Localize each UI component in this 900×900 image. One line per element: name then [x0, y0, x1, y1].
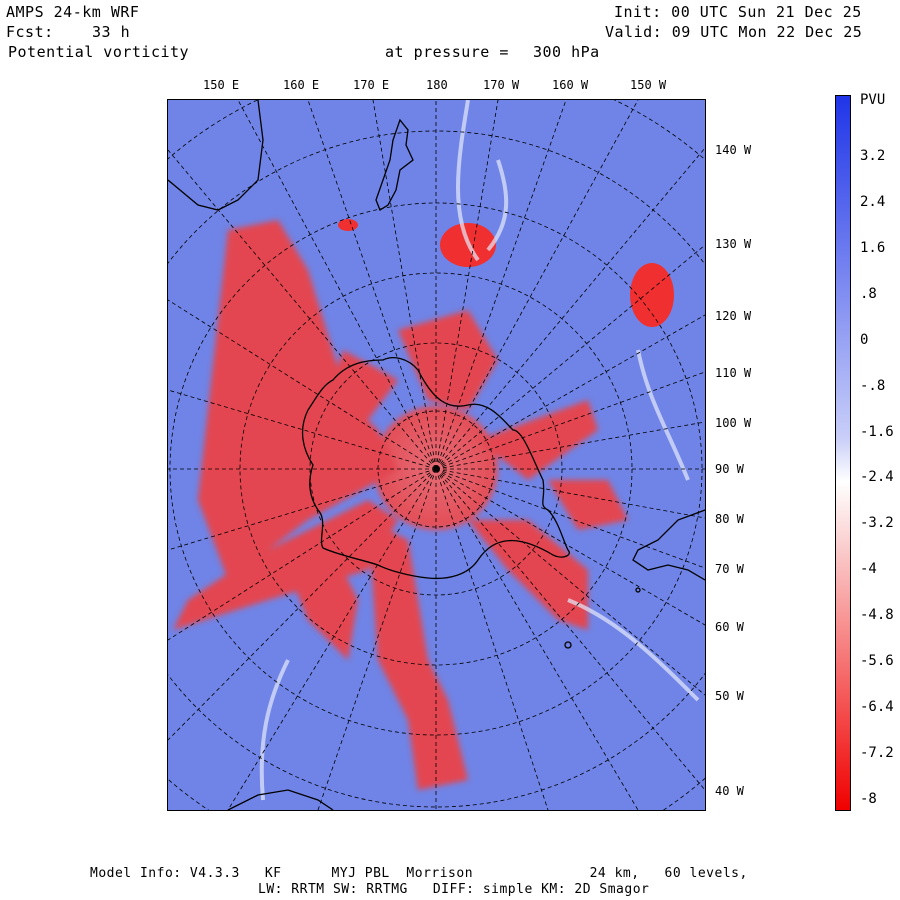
australia-coastline	[168, 100, 264, 211]
colorbar-label: -5.6	[860, 653, 894, 669]
model-info-line2: LW: RRTM SW: RRTMG DIFF: simple KM: 2D S…	[258, 882, 650, 897]
lon-label-right: 130 W	[715, 237, 752, 251]
colorbar-label: -2.4	[860, 469, 894, 485]
lon-label-top: 150 W	[630, 78, 667, 92]
colorbar-gradient	[836, 96, 850, 810]
level-label: at pressure =	[385, 43, 509, 61]
colorbar-label: -7.2	[860, 745, 894, 761]
lon-label-right: 100 W	[715, 416, 752, 430]
lon-label-top: 180	[426, 78, 448, 92]
lon-label-right: 120 W	[715, 309, 752, 323]
lon-label-right: 110 W	[715, 366, 752, 380]
pv-tongue-west	[198, 220, 398, 580]
field-name: Potential vorticity	[8, 43, 190, 61]
island-marker	[635, 587, 641, 593]
pv-tongue-north	[398, 310, 498, 410]
pv-tongue-southeast	[468, 520, 588, 630]
colorbar	[835, 95, 851, 811]
colorbar-label: 2.4	[860, 194, 886, 210]
pv-map	[167, 99, 706, 811]
model-info-line1: Model Info: V4.3.3 KF MYJ PBL Morrison 2…	[90, 866, 748, 881]
new-zealand-coastline	[375, 118, 414, 211]
colorbar-label: -.8	[860, 378, 886, 394]
colorbar-label: -4	[860, 561, 877, 577]
south-america-coastline	[632, 509, 705, 581]
lon-label-right: 140 W	[715, 143, 752, 157]
level-value: 300 hPa	[533, 43, 600, 61]
pv-cutoff-east	[630, 263, 674, 327]
colorbar-label: -8	[860, 791, 877, 807]
antarctica-coastline	[301, 357, 570, 580]
valid-time: Valid: 09 UTC Mon 22 Dec 25	[605, 23, 863, 41]
colorbar-label: .8	[860, 286, 877, 302]
island-marker	[564, 641, 572, 649]
colorbar-label: 3.2	[860, 148, 886, 164]
lon-label-top: 160 E	[283, 78, 320, 92]
lon-label-right: 60 W	[715, 620, 744, 634]
forecast-label: Fcst:	[6, 23, 54, 41]
pv-field-svg	[168, 100, 705, 810]
pv-tongue-east-2	[548, 480, 628, 530]
lon-label-right: 50 W	[715, 689, 744, 703]
colorbar-label: -3.2	[860, 515, 894, 531]
forecast-hour: 33 h	[92, 23, 131, 41]
lon-label-top: 170 W	[483, 78, 520, 92]
coastlines	[168, 100, 705, 810]
colorbar-unit: PVU	[860, 92, 886, 108]
lon-label-top: 170 E	[353, 78, 390, 92]
lon-label-right: 70 W	[715, 562, 744, 576]
pv-tongue-east	[478, 400, 598, 480]
colorbar-label: -1.6	[860, 424, 894, 440]
colorbar-label: -6.4	[860, 699, 894, 715]
lon-label-right: 90 W	[715, 462, 744, 476]
lon-label-top: 160 W	[552, 78, 589, 92]
colorbar-label: -4.8	[860, 607, 894, 623]
pv-cutoff-small	[338, 219, 358, 231]
colorbar-label: 0	[860, 332, 869, 348]
lon-label-top: 150 E	[203, 78, 240, 92]
meridians	[168, 100, 705, 810]
init-time: Init: 00 UTC Sun 21 Dec 25	[614, 3, 862, 21]
pv-tongue-southwest-2	[288, 560, 358, 660]
lon-label-right: 80 W	[715, 512, 744, 526]
pv-filaments	[259, 100, 700, 801]
antarctic-bottom-fragment	[227, 789, 334, 810]
lon-label-right: 40 W	[715, 784, 744, 798]
model-title: AMPS 24-km WRF	[6, 3, 140, 21]
colorbar-label: 1.6	[860, 240, 886, 256]
